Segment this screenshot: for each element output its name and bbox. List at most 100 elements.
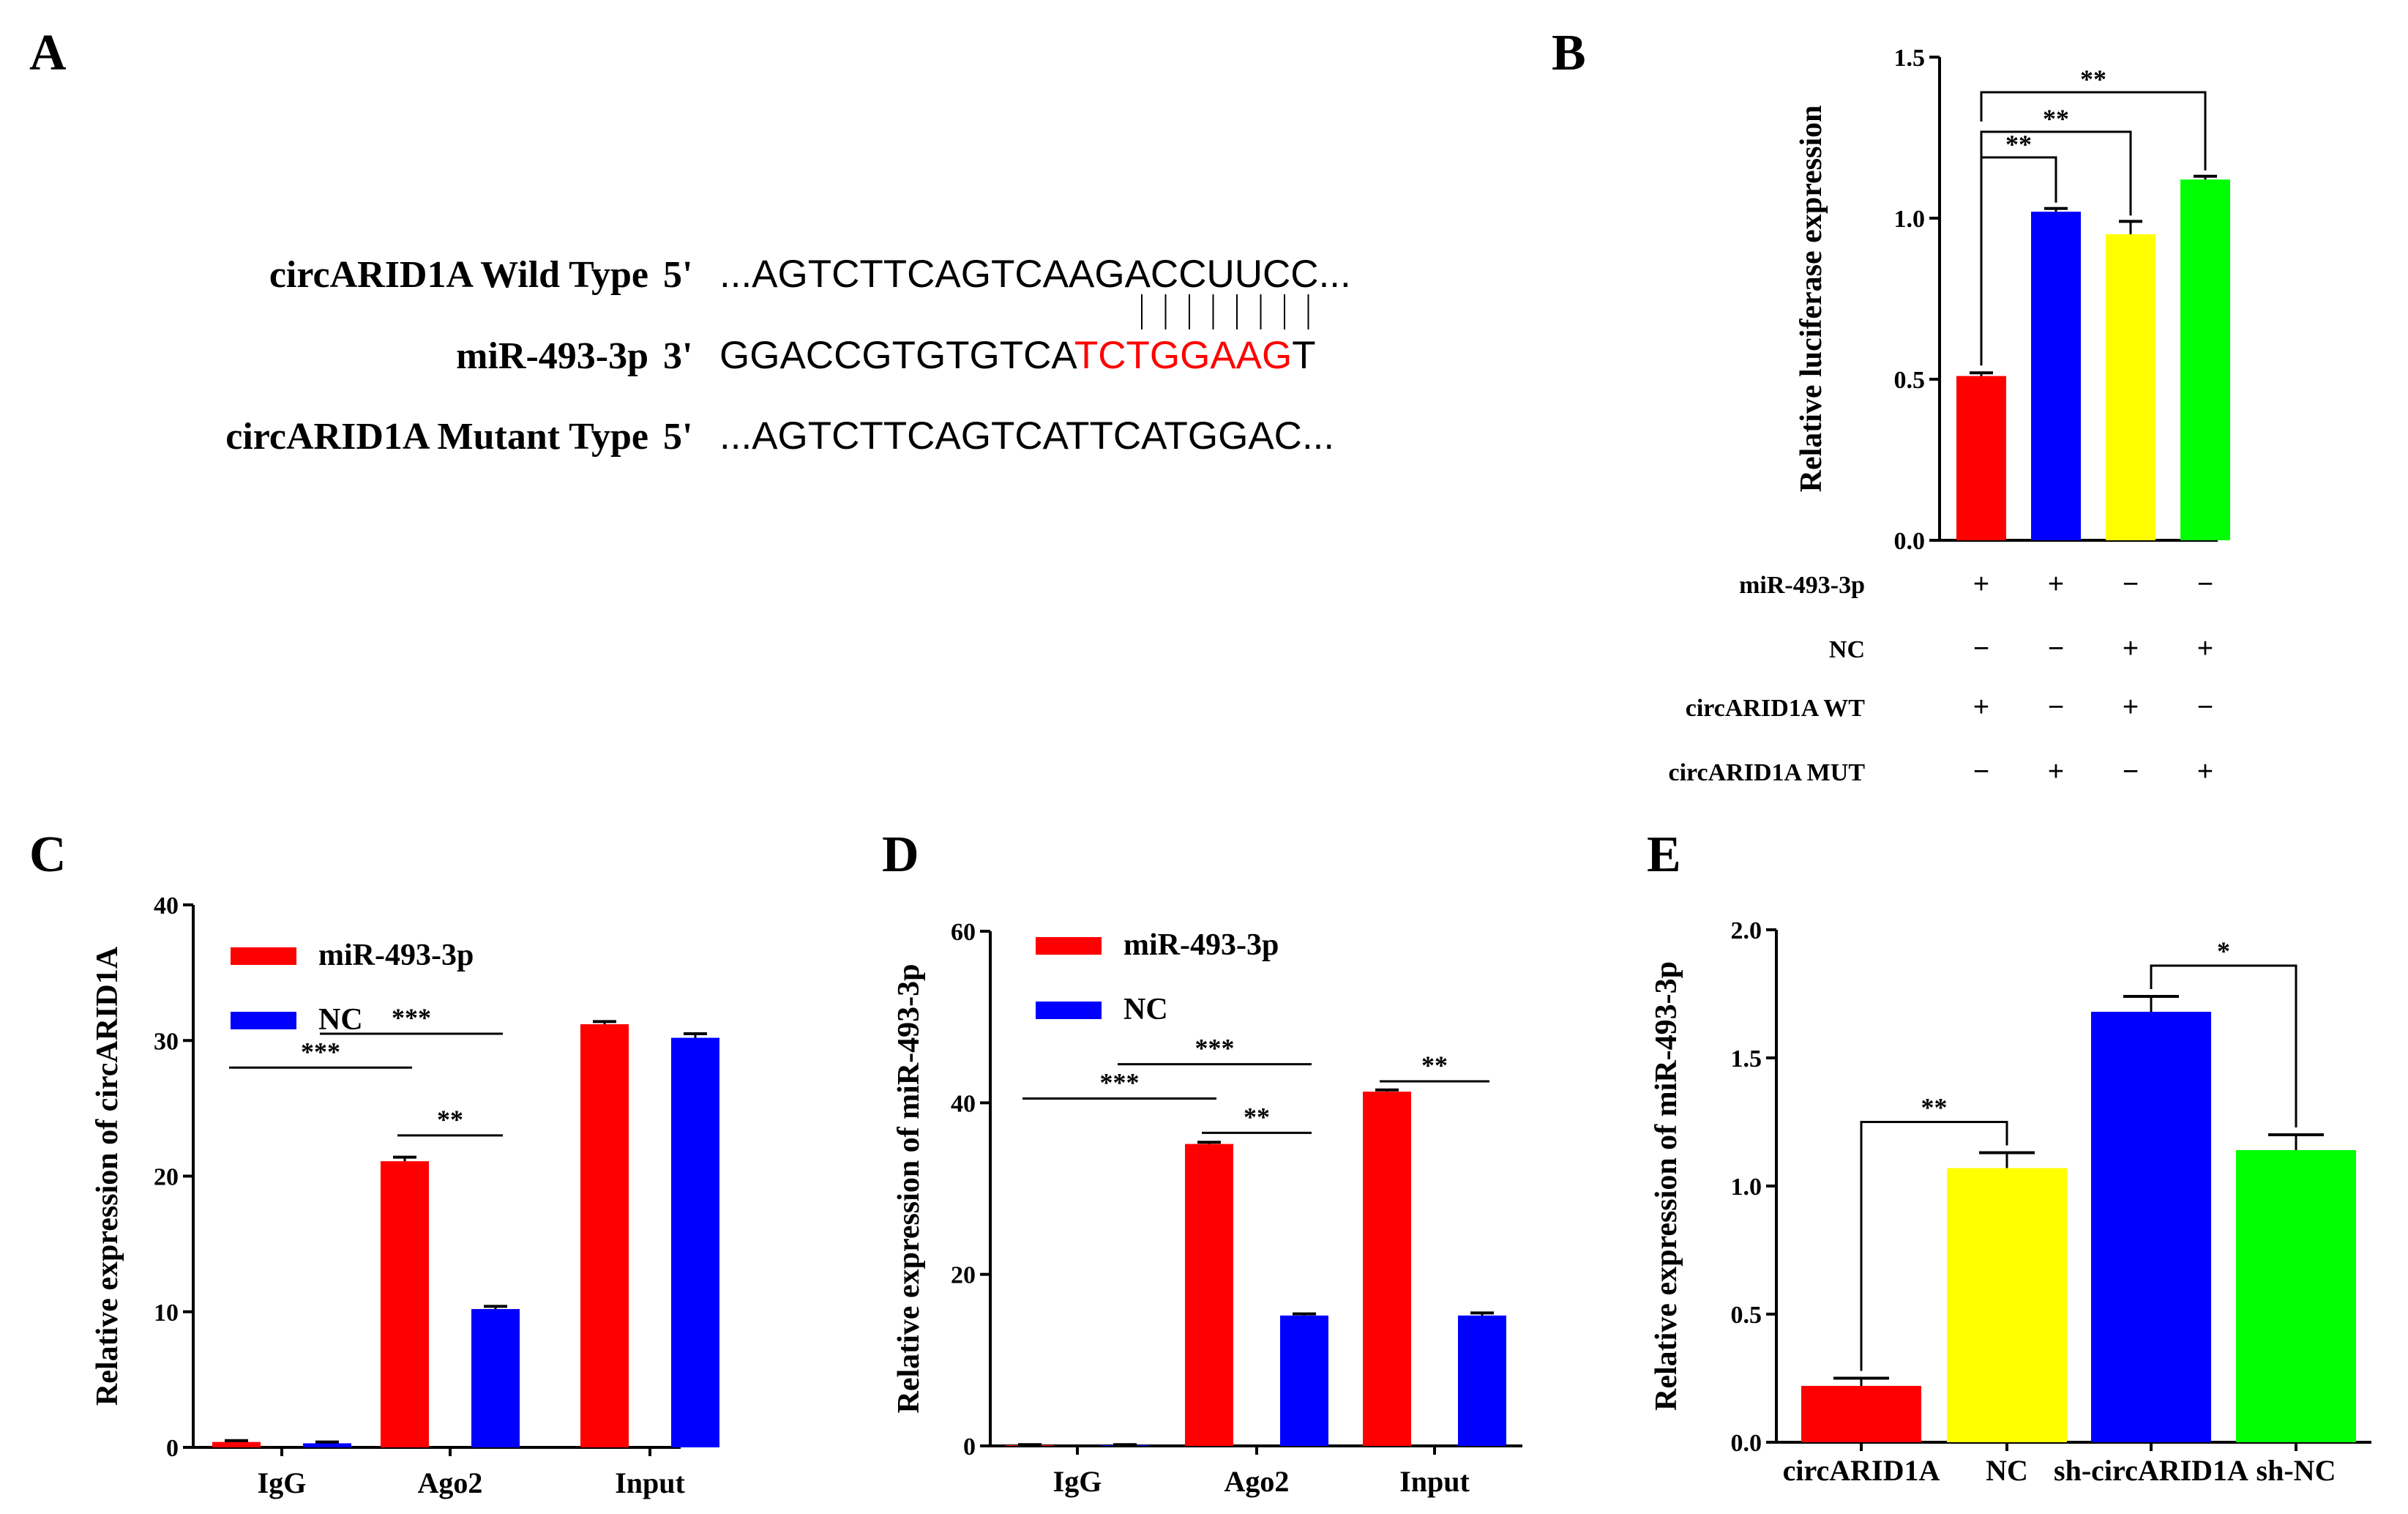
condition-sign: −	[1973, 633, 1989, 664]
significance-label: *	[2217, 936, 2230, 966]
significance-label: **	[2080, 64, 2106, 94]
seq-row-end: 5'	[663, 416, 692, 458]
condition-label: circARID1A MUT	[1669, 759, 1866, 786]
significance-label: **	[437, 1105, 463, 1134]
seq-fragment: TCTGGAAG	[1074, 334, 1292, 377]
seq-row-label: miR-493-3p	[456, 335, 648, 377]
y-tick-label: 30	[154, 1028, 179, 1055]
condition-sign: +	[1973, 692, 1989, 723]
pairing-lines	[1141, 294, 1309, 329]
y-axis-label: Relative expression of miR-493-3p	[1650, 961, 1683, 1411]
bar	[1458, 1315, 1506, 1446]
condition-sign: +	[2197, 633, 2213, 664]
panel-letter-a: A	[29, 25, 67, 81]
bar	[2091, 1012, 2211, 1442]
panel-a: A circARID1A Wild Type 5' ...AGTCTTCAGTC…	[29, 25, 1351, 458]
condition-sign: −	[2123, 569, 2139, 600]
y-axis-label: Relative expression of miR-493-3p	[892, 964, 926, 1414]
seq-fragment: ...AGTCTTCAGTCATTCATGGAC...	[719, 414, 1334, 458]
condition-sign: −	[2197, 692, 2213, 723]
significance-bracket	[2150, 964, 2297, 1127]
significance-label: ***	[301, 1037, 340, 1066]
significance-bracket	[1980, 156, 2057, 366]
significance-label: **	[2043, 104, 2069, 133]
bar	[1280, 1315, 1328, 1446]
seq-fragment: GGACCGTGTGTCA	[719, 334, 1077, 377]
legend-swatch	[1036, 1002, 1102, 1019]
significance-label: **	[2005, 130, 2032, 159]
bar	[2236, 1150, 2356, 1442]
y-tick-label: 20	[154, 1164, 179, 1191]
bar	[471, 1309, 520, 1447]
bar	[212, 1442, 261, 1447]
y-tick-label: 1.0	[1894, 206, 1926, 233]
legend-label: NC	[318, 1003, 363, 1037]
condition-sign: +	[1973, 569, 1989, 600]
significance-label: ***	[1100, 1067, 1140, 1097]
bar	[381, 1161, 429, 1447]
seq-row-sequence: ...AGTCTTCAGTCAAGACCUUCC...	[719, 253, 1351, 296]
seq-fragment: T	[1292, 334, 1315, 377]
chart-b: 0.0 0.5 1.0 1.5 Relative luciferase expressi…	[1669, 45, 2230, 787]
y-axis-label: Relative expression of circARID1A	[91, 946, 124, 1406]
x-tick-label: sh-circARID1A	[2054, 1454, 2248, 1487]
seq-row-end: 5'	[663, 254, 692, 296]
x-tick-label: NC	[1986, 1454, 2028, 1487]
significance-bracket	[1980, 130, 2132, 216]
y-tick-label: 1.0	[1731, 1174, 1762, 1201]
condition-sign: +	[2197, 756, 2213, 787]
chart-d: 0 20 40 60 Relative expression of miR-493-3p…	[892, 919, 1522, 1498]
condition-sign: −	[2048, 692, 2064, 723]
x-tick-label: sh-NC	[2256, 1454, 2336, 1487]
y-tick-label: 20	[951, 1262, 976, 1289]
bar	[1801, 1386, 1921, 1442]
seq-row-sequence: GGACCGTGTGTCATCTGGAAGT	[719, 334, 1316, 377]
x-tick-label: Ago2	[418, 1466, 483, 1499]
x-tick-label: IgG	[258, 1466, 307, 1499]
seq-row-label: circARID1A Wild Type	[269, 254, 648, 296]
x-tick-label: circARID1A	[1783, 1454, 1940, 1487]
condition-sign: +	[2048, 756, 2064, 787]
significance-label: ***	[392, 1003, 431, 1032]
y-tick-label: 10	[154, 1299, 179, 1327]
bar	[1363, 1092, 1411, 1446]
seq-row-end: 3'	[663, 335, 692, 377]
significance-bracket	[1860, 1121, 2008, 1371]
condition-label: circARID1A WT	[1686, 695, 1866, 722]
panel-letter-b: B	[1552, 25, 1586, 81]
condition-label: miR-493-3p	[1739, 572, 1865, 599]
panel-letter-d: D	[882, 827, 919, 883]
seq-row-sequence: ...AGTCTTCAGTCATTCATGGAC...	[719, 414, 1334, 458]
bar	[2180, 179, 2230, 540]
bar	[2106, 234, 2155, 540]
legend-label: NC	[1123, 993, 1168, 1026]
significance-label: **	[1421, 1051, 1448, 1080]
chart-e: 0.0 0.5 1.0 1.5 2.0 Relative expression of mi…	[1650, 917, 2371, 1487]
bar	[671, 1037, 719, 1447]
significance-bracket	[1980, 91, 2207, 171]
y-tick-label: 0	[963, 1433, 976, 1461]
y-tick-label: 0.5	[1894, 367, 1926, 394]
bar	[2031, 212, 2081, 540]
bar	[1947, 1168, 2067, 1442]
x-tick-label: Input	[1399, 1465, 1470, 1498]
x-tick-label: IgG	[1053, 1465, 1102, 1498]
condition-label: NC	[1829, 636, 1865, 663]
significance-label: **	[1921, 1093, 1948, 1122]
y-axis-label: Relative luciferase expression	[1795, 105, 1828, 493]
bar	[1956, 376, 2006, 540]
condition-sign: +	[2048, 569, 2064, 600]
legend-label: miR-493-3p	[318, 939, 474, 972]
panel-letter-c: C	[29, 827, 67, 883]
y-tick-label: 0	[166, 1435, 179, 1462]
legend-swatch	[231, 1012, 296, 1029]
y-tick-label: 0.5	[1731, 1302, 1762, 1329]
bar	[303, 1443, 351, 1447]
y-tick-label: 0.0	[1894, 528, 1926, 555]
condition-sign: +	[2123, 692, 2139, 723]
significance-label: ***	[1195, 1034, 1235, 1063]
legend-swatch	[1036, 937, 1102, 955]
x-tick-label: Ago2	[1224, 1465, 1290, 1498]
legend-label: miR-493-3p	[1123, 928, 1279, 962]
